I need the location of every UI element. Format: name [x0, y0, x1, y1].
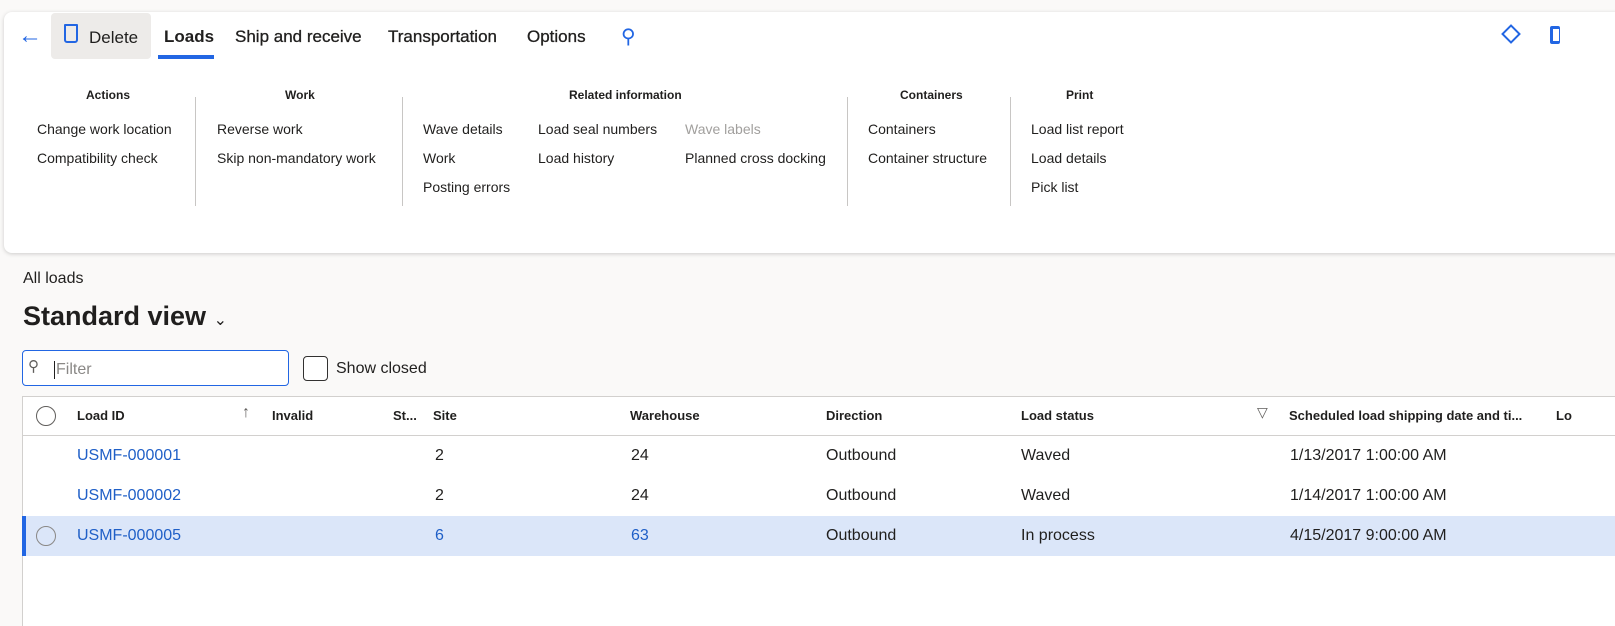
change-work-location[interactable]: Change work location — [37, 121, 172, 137]
breadcrumb: All loads — [23, 270, 84, 287]
warehouse-link[interactable]: 63 — [631, 527, 649, 544]
group-related-title: Related information — [569, 88, 682, 102]
divider — [195, 97, 196, 206]
column-status[interactable]: St... — [393, 408, 417, 423]
grid — [22, 396, 1615, 626]
warehouse-cell: 24 — [631, 487, 649, 504]
status-cell: Waved — [1021, 487, 1071, 504]
office-icon[interactable] — [1550, 26, 1560, 44]
group-work-title: Work — [285, 88, 315, 102]
delete-button[interactable]: Delete — [51, 13, 151, 59]
site-cell: 2 — [435, 487, 444, 504]
tab-options[interactable]: Options — [527, 27, 586, 46]
action-pane — [4, 12, 1615, 253]
load-seal-numbers[interactable]: Load seal numbers — [538, 121, 658, 137]
chevron-down-icon: ⌄ — [213, 312, 227, 329]
filter-placeholder: Filter — [54, 361, 92, 379]
scheduled-cell: 1/14/2017 1:00:00 AM — [1290, 487, 1447, 504]
status-cell: Waved — [1021, 447, 1071, 464]
row-select-radio[interactable] — [36, 526, 56, 546]
containers[interactable]: Containers — [868, 121, 936, 137]
pick-list[interactable]: Pick list — [1031, 179, 1079, 195]
active-tab-indicator — [158, 55, 214, 59]
view-selector[interactable]: Standard view ⌄ — [23, 301, 227, 332]
group-actions-title: Actions — [86, 88, 131, 102]
site-cell: 2 — [435, 447, 444, 464]
column-warehouse[interactable]: Warehouse — [630, 408, 700, 423]
search-icon[interactable]: ⚲ — [621, 26, 636, 48]
wave-labels: Wave labels — [685, 121, 761, 137]
scheduled-cell: 4/15/2017 9:00:00 AM — [1290, 527, 1447, 544]
select-all-checkbox[interactable] — [36, 406, 56, 426]
trash-icon — [64, 24, 78, 43]
load-history[interactable]: Load history — [538, 150, 615, 166]
back-button[interactable]: ← — [18, 22, 42, 49]
container-structure[interactable]: Container structure — [868, 150, 988, 166]
column-invalid[interactable]: Invalid — [272, 408, 314, 423]
load-list-report[interactable]: Load list report — [1031, 121, 1124, 137]
show-closed-label: Show closed — [336, 360, 427, 377]
divider — [402, 97, 403, 206]
tab-ship-and-receive[interactable]: Ship and receive — [235, 27, 362, 46]
group-print-title: Print — [1066, 88, 1094, 102]
load-id-link[interactable]: USMF-000002 — [77, 487, 182, 504]
divider — [1010, 97, 1011, 206]
column-scheduled-shipping[interactable]: Scheduled load shipping date and ti... — [1289, 408, 1523, 423]
sort-ascending-icon[interactable]: ↑ — [242, 404, 250, 421]
column-site[interactable]: Site — [433, 408, 457, 423]
group-containers-title: Containers — [900, 88, 963, 102]
wave-details[interactable]: Wave details — [423, 121, 503, 137]
tab-loads[interactable]: Loads — [164, 27, 215, 46]
search-icon: ⚲ — [28, 358, 39, 375]
column-load-id[interactable]: Load ID — [77, 408, 125, 423]
column-load-status[interactable]: Load status — [1021, 408, 1094, 423]
scheduled-cell: 1/13/2017 1:00:00 AM — [1290, 447, 1447, 464]
divider — [847, 97, 848, 206]
show-closed-checkbox[interactable] — [303, 356, 328, 381]
warehouse-cell: 24 — [631, 447, 649, 464]
column-direction[interactable]: Direction — [826, 408, 883, 423]
posting-errors[interactable]: Posting errors — [423, 179, 511, 195]
column-lo[interactable]: Lo — [1556, 408, 1572, 423]
header-divider — [22, 435, 1615, 436]
site-link[interactable]: 6 — [435, 527, 444, 544]
filter-input[interactable]: ⚲ Filter — [22, 350, 289, 386]
status-cell: In process — [1021, 527, 1095, 544]
direction-cell: Outbound — [826, 527, 897, 544]
work[interactable]: Work — [423, 150, 456, 166]
delete-label: Delete — [89, 28, 139, 47]
direction-cell: Outbound — [826, 447, 897, 464]
table-row-selected[interactable] — [22, 516, 1615, 556]
compatibility-check[interactable]: Compatibility check — [37, 150, 158, 166]
skip-non-mandatory-work[interactable]: Skip non-mandatory work — [217, 150, 376, 166]
load-id-link[interactable]: USMF-000005 — [77, 527, 182, 544]
tab-transportation[interactable]: Transportation — [388, 27, 497, 46]
reverse-work[interactable]: Reverse work — [217, 121, 303, 137]
page-title: Standard view — [23, 301, 207, 331]
filter-icon[interactable]: ▽ — [1257, 404, 1268, 420]
direction-cell: Outbound — [826, 487, 897, 504]
planned-cross-docking[interactable]: Planned cross docking — [685, 150, 826, 166]
load-details[interactable]: Load details — [1031, 150, 1107, 166]
load-id-link[interactable]: USMF-000001 — [77, 447, 182, 464]
